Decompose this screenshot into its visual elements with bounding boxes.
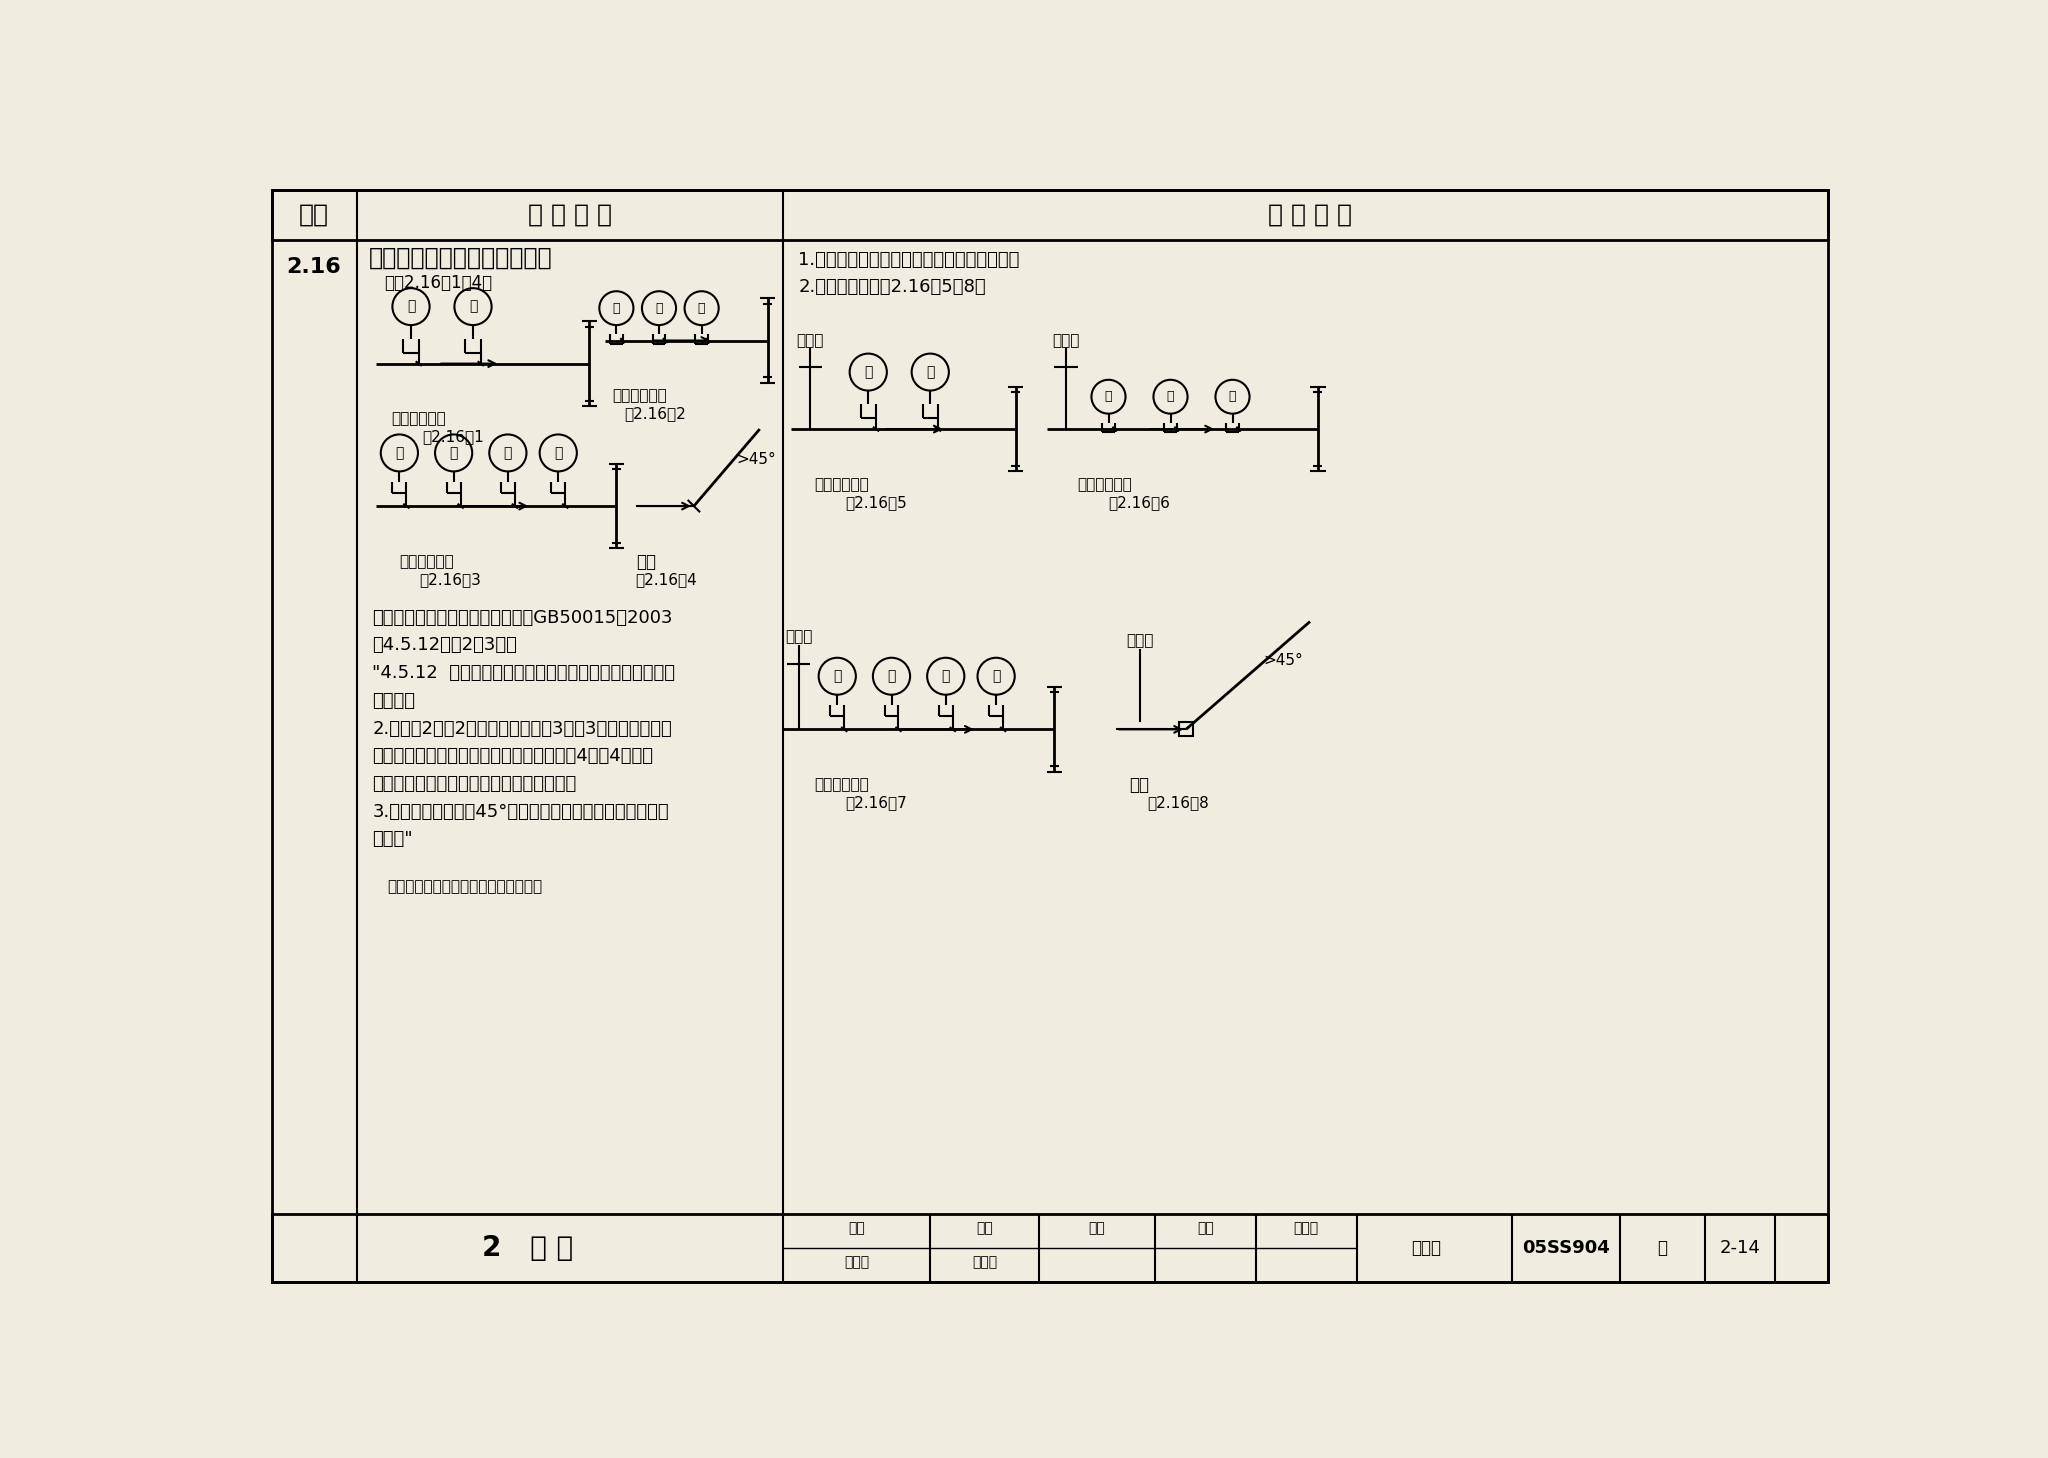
Text: 洗: 洗: [612, 302, 621, 315]
Text: 清扫口：: 清扫口：: [373, 693, 416, 710]
Text: 图2.16－6: 图2.16－6: [1108, 494, 1169, 510]
Text: 蹲: 蹲: [449, 446, 459, 459]
Text: 2.在连接2个及2个以上的大便器或3个及3个以上卫生器具: 2.在连接2个及2个以上的大便器或3个及3个以上卫生器具: [373, 720, 672, 738]
Text: 坐: 坐: [504, 446, 512, 459]
Text: 常 见 问 题: 常 见 问 题: [528, 203, 612, 227]
Text: >45°: >45°: [1264, 653, 1303, 668]
Text: 图2.16－3: 图2.16－3: [418, 572, 481, 586]
Text: 违反了《建筑给水排水设计规范》GB50015－2003: 违反了《建筑给水排水设计规范》GB50015－2003: [373, 608, 672, 627]
Text: 第4.5.12条第2、3款。: 第4.5.12条第2、3款。: [373, 637, 518, 655]
Text: 图2.16－2: 图2.16－2: [625, 407, 686, 421]
Text: 图集号: 图集号: [1411, 1239, 1442, 1257]
Text: 见图2.16－1～4。: 见图2.16－1～4。: [383, 274, 492, 292]
Text: 周立: 周立: [1196, 1222, 1214, 1235]
Text: 2   排 水: 2 排 水: [481, 1235, 573, 1263]
Text: 排水横管漏设清扫口或检查口: 排水横管漏设清扫口或检查口: [369, 245, 553, 270]
Text: 图2.16－4: 图2.16－4: [635, 572, 698, 586]
Text: 设计: 设计: [1087, 1222, 1106, 1235]
Text: 塑料排水横管: 塑料排水横管: [399, 554, 455, 569]
Text: 李锦生: 李锦生: [844, 1255, 868, 1270]
Text: 铸铁排水横管: 铸铁排水横管: [391, 411, 446, 427]
Text: 坐: 坐: [555, 446, 563, 459]
Text: 清扫口: 清扫口: [1126, 633, 1153, 649]
Text: 洗: 洗: [1104, 391, 1112, 404]
Text: 王凌旭: 王凌旭: [973, 1255, 997, 1270]
Text: 2-14: 2-14: [1720, 1239, 1761, 1257]
Text: 平面: 平面: [1130, 776, 1149, 793]
Text: 的大便器的塑料排水横管上宜设置清扫口。: 的大便器的塑料排水横管上宜设置清扫口。: [373, 776, 575, 793]
Text: 洗: 洗: [655, 302, 664, 315]
Text: 蹲: 蹲: [469, 300, 477, 313]
Text: 清扫口: 清扫口: [784, 630, 813, 644]
Text: 洗: 洗: [1229, 391, 1237, 404]
Text: 铸铁排水横管: 铸铁排水横管: [612, 388, 668, 404]
Text: 图2.16－1: 图2.16－1: [422, 429, 485, 445]
Text: 3.在水流偏转角大于45°的排水横管上，应设置检查口或清: 3.在水流偏转角大于45°的排水横管上，应设置检查口或清: [373, 803, 670, 821]
Text: 图2.16－7: 图2.16－7: [846, 795, 907, 811]
Text: 清扫口: 清扫口: [1053, 332, 1079, 348]
Text: 蹲: 蹲: [834, 669, 842, 684]
Text: 清扫口: 清扫口: [797, 332, 823, 348]
Text: "4.5.12  在生活排水管道上，应按下列规定设置检查口和: "4.5.12 在生活排水管道上，应按下列规定设置检查口和: [373, 665, 676, 682]
Text: 2.16: 2.16: [287, 258, 342, 277]
Text: 校对: 校对: [977, 1222, 993, 1235]
Text: >45°: >45°: [737, 452, 776, 468]
Text: 05SS904: 05SS904: [1522, 1239, 1610, 1257]
Text: 的铸铁排水横管上，宜设置清扫口。在连接4个及4个以上: 的铸铁排水横管上，宜设置清扫口。在连接4个及4个以上: [373, 748, 653, 765]
Text: 蹲: 蹲: [887, 669, 895, 684]
Text: 蹲: 蹲: [926, 364, 934, 379]
Bar: [272, 191, 1827, 241]
Bar: [272, 1215, 1827, 1282]
Text: 序号: 序号: [299, 203, 330, 227]
Text: 坐: 坐: [991, 669, 999, 684]
Bar: [1180, 722, 1194, 736]
Text: 图2.16－8: 图2.16－8: [1147, 795, 1208, 811]
Text: 洗: 洗: [698, 302, 705, 315]
Text: 铸铁排水横管: 铸铁排水横管: [1077, 477, 1133, 491]
Text: 蹲: 蹲: [408, 300, 416, 313]
Text: 2.改进措施：见图2.16－5～8。: 2.改进措施：见图2.16－5～8。: [799, 277, 987, 296]
Text: 审核: 审核: [848, 1222, 864, 1235]
Text: 蹲: 蹲: [864, 364, 872, 379]
Text: 1.设置清扫口的目的就是便于清通排水管道。: 1.设置清扫口的目的就是便于清通排水管道。: [799, 251, 1020, 268]
Text: 图集号: 图集号: [1294, 1222, 1319, 1235]
Text: 坐: 坐: [942, 669, 950, 684]
Text: 铸铁排水横管: 铸铁排水横管: [813, 477, 868, 491]
Text: 页: 页: [1657, 1239, 1667, 1257]
Text: 塑料排水横管: 塑料排水横管: [813, 777, 868, 792]
Text: 平面: 平面: [635, 553, 655, 570]
Text: 图2.16－5: 图2.16－5: [846, 494, 907, 510]
Text: 注：可采用带清扫口的转角配件代替。: 注：可采用带清扫口的转角配件代替。: [387, 879, 543, 894]
Text: 扫口。": 扫口。": [373, 831, 414, 849]
Text: 蹲: 蹲: [395, 446, 403, 459]
Text: 改 进 措 施: 改 进 措 施: [1268, 203, 1352, 227]
Text: 洗: 洗: [1167, 391, 1174, 404]
